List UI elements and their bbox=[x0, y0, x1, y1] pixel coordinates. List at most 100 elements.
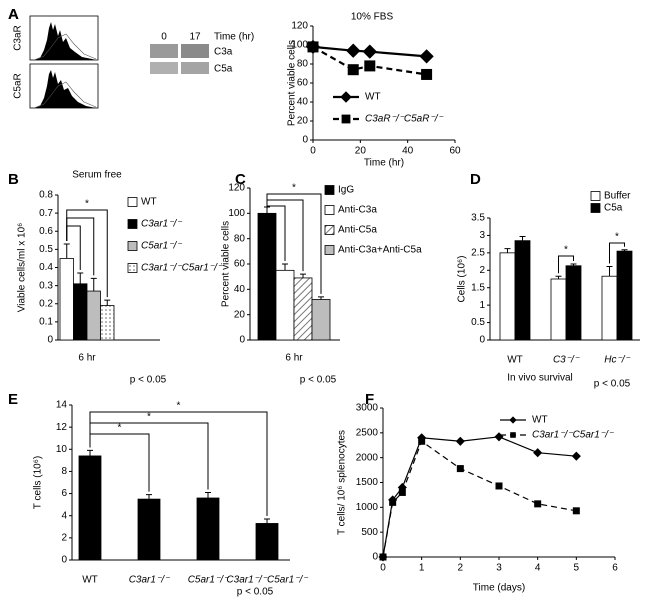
legend-marker bbox=[341, 114, 351, 124]
legend-label: Anti-C3a bbox=[338, 205, 377, 216]
y-tick-label: 4 bbox=[61, 510, 67, 521]
point bbox=[347, 64, 359, 76]
point bbox=[533, 448, 543, 458]
y-axis-title: T cells (10⁶) bbox=[33, 456, 44, 509]
legend-marker bbox=[509, 416, 517, 424]
panel-letter: E bbox=[8, 391, 18, 408]
legend-swatch bbox=[127, 263, 138, 273]
y-tick-label: 0 bbox=[239, 335, 245, 346]
series-line bbox=[382, 440, 577, 558]
bar bbox=[100, 305, 115, 341]
point bbox=[571, 451, 581, 461]
point bbox=[456, 465, 464, 473]
blot-row-label: C5a bbox=[214, 64, 233, 75]
error-bar bbox=[63, 243, 70, 259]
significance-star: * bbox=[85, 199, 89, 210]
y-tick-label: 0.4 bbox=[39, 262, 53, 273]
y-tick-label: 2500 bbox=[356, 427, 379, 438]
flow-label: C3aR bbox=[13, 25, 24, 51]
y-tick-label: 120 bbox=[228, 183, 245, 194]
y-tick-label: 0 bbox=[61, 555, 67, 566]
x-tick-label: 60 bbox=[449, 146, 461, 157]
note: p < 0.05 bbox=[594, 379, 631, 390]
bar bbox=[499, 252, 516, 341]
error-bar bbox=[87, 449, 93, 456]
bar bbox=[293, 277, 313, 341]
error-bar bbox=[264, 518, 270, 524]
bar bbox=[137, 498, 161, 561]
y-tick-label: 0.5 bbox=[471, 317, 485, 328]
significance-bracket bbox=[558, 255, 574, 274]
series-line bbox=[382, 436, 577, 558]
x-tick-label: 5 bbox=[574, 563, 580, 574]
y-tick-label: 0.5 bbox=[39, 244, 53, 255]
series-line bbox=[312, 45, 427, 58]
panel-letter: D bbox=[470, 171, 481, 188]
chart-title: 10% FBS bbox=[351, 12, 394, 23]
panel-letter: A bbox=[8, 6, 19, 23]
point bbox=[421, 68, 433, 80]
bar bbox=[196, 497, 220, 561]
point bbox=[362, 44, 377, 59]
y-tick-label: 0.1 bbox=[39, 317, 53, 328]
y-tick-label: 80 bbox=[234, 233, 246, 244]
point bbox=[379, 553, 387, 561]
error-bar bbox=[146, 494, 152, 500]
x-tick-label: 1 bbox=[419, 563, 425, 574]
y-tick-label: 60 bbox=[234, 259, 246, 270]
point bbox=[455, 436, 465, 446]
error-bar bbox=[77, 272, 84, 284]
point bbox=[534, 500, 542, 508]
x-tick-label: 20 bbox=[355, 146, 367, 157]
note: p < 0.05 bbox=[130, 375, 167, 386]
series-line bbox=[312, 45, 427, 76]
x-tick-label: 40 bbox=[402, 146, 414, 157]
point bbox=[494, 432, 504, 442]
y-tick-label: 40 bbox=[234, 284, 246, 295]
blot-time: 0 bbox=[161, 32, 167, 43]
bar bbox=[550, 278, 567, 341]
legend-label: Anti-C5a bbox=[338, 225, 377, 236]
legend-swatch bbox=[127, 197, 138, 207]
x-axis-title: In vivo survival bbox=[507, 373, 573, 384]
blot-row-label: C3a bbox=[214, 47, 233, 58]
y-tick-label: 2 bbox=[479, 265, 485, 276]
x-tick-label: C3ar1⁻/⁻C5ar1⁻/⁻ bbox=[226, 575, 308, 586]
legend-label: C3ar1⁻/⁻C5ar1⁻/⁻ bbox=[141, 263, 223, 274]
point bbox=[307, 41, 319, 53]
y-tick-label: 10 bbox=[56, 444, 68, 455]
x-tick-label: Hc⁻/⁻ bbox=[604, 355, 630, 366]
error-bar bbox=[300, 273, 306, 278]
significance-bracket bbox=[609, 242, 625, 264]
bar bbox=[78, 455, 102, 561]
legend-label: WT bbox=[365, 92, 381, 103]
x-tick-label: C3ar1⁻/⁻ bbox=[129, 575, 170, 586]
x-tick-label: WT bbox=[507, 355, 523, 366]
bar bbox=[601, 275, 618, 341]
y-tick-label: 0 bbox=[302, 135, 308, 146]
flow-label: C5aR bbox=[13, 73, 24, 99]
bar bbox=[255, 523, 279, 561]
legend-swatch bbox=[590, 191, 601, 201]
legend-marker bbox=[510, 432, 516, 438]
x-tick-label: WT bbox=[82, 575, 98, 586]
y-tick-label: 20 bbox=[297, 116, 309, 127]
bar bbox=[86, 290, 101, 341]
y-tick-label: 1500 bbox=[356, 477, 379, 488]
point bbox=[572, 507, 580, 515]
x-axis-title: 6 hr bbox=[285, 353, 303, 364]
bar bbox=[73, 283, 88, 341]
note: p < 0.05 bbox=[300, 375, 337, 386]
error-bar bbox=[555, 275, 562, 279]
x-tick-label: 0 bbox=[310, 146, 316, 157]
error-bar bbox=[205, 491, 211, 498]
y-tick-label: 12 bbox=[56, 422, 68, 433]
x-tick-label: 2 bbox=[458, 563, 464, 574]
panel-letter: C bbox=[235, 171, 246, 188]
y-tick-label: 3 bbox=[479, 230, 485, 241]
point bbox=[346, 43, 361, 58]
error-bar bbox=[519, 235, 526, 241]
blot bbox=[150, 44, 209, 74]
error-bar bbox=[104, 299, 111, 306]
